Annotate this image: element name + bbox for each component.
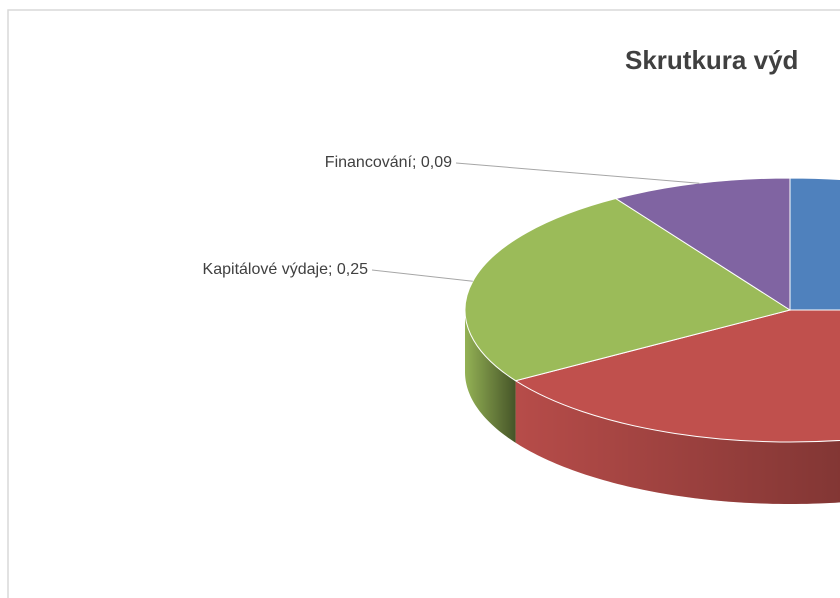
label-separator: ; xyxy=(412,154,421,171)
label-category: Kapitálové výdaje xyxy=(203,261,329,278)
chart-title: Skrutkura výd xyxy=(625,45,798,75)
label-separator: ; xyxy=(328,261,337,278)
pie-side-shade xyxy=(515,380,840,504)
chart-frame xyxy=(7,9,840,598)
leader-line xyxy=(371,269,473,282)
label-value: 0,25 xyxy=(337,261,368,278)
data-label: Kapitálové výdaje; 0,25 xyxy=(203,261,369,278)
pie-side-shade xyxy=(465,310,516,443)
pie-slice xyxy=(464,198,792,382)
label-value: 0,09 xyxy=(421,154,452,171)
label-category: Financování xyxy=(325,154,413,171)
data-label: Financování; 0,09 xyxy=(325,154,452,171)
pie-slice xyxy=(614,177,791,311)
leader-line xyxy=(455,162,700,184)
pie-slice xyxy=(514,309,840,443)
pie-slice xyxy=(789,177,840,311)
